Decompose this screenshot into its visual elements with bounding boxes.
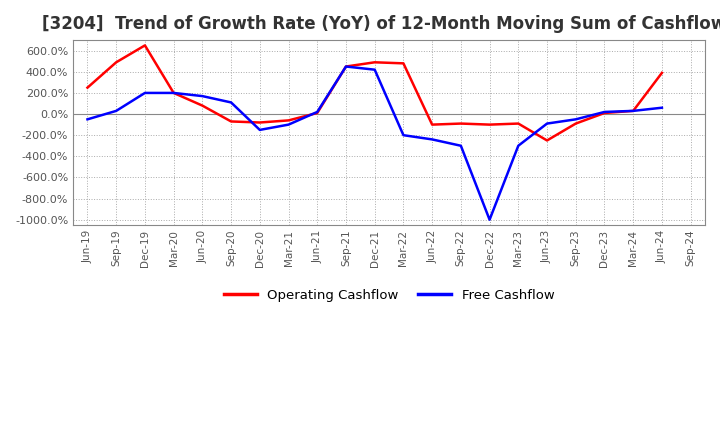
Operating Cashflow: [657, 70, 666, 76]
Operating Cashflow: [399, 61, 408, 66]
Free Cashflow: [112, 108, 120, 114]
Free Cashflow: [514, 143, 523, 148]
Free Cashflow: [370, 67, 379, 72]
Free Cashflow: [256, 127, 264, 132]
Free Cashflow: [284, 122, 293, 127]
Free Cashflow: [227, 100, 235, 105]
Operating Cashflow: [514, 121, 523, 126]
Free Cashflow: [629, 108, 637, 114]
Operating Cashflow: [629, 108, 637, 114]
Free Cashflow: [342, 64, 351, 69]
Operating Cashflow: [169, 90, 178, 95]
Free Cashflow: [456, 143, 465, 148]
Free Cashflow: [83, 117, 91, 122]
Free Cashflow: [600, 109, 609, 114]
Free Cashflow: [657, 105, 666, 110]
Free Cashflow: [140, 90, 149, 95]
Operating Cashflow: [428, 122, 436, 127]
Free Cashflow: [198, 93, 207, 99]
Line: Operating Cashflow: Operating Cashflow: [87, 45, 662, 140]
Operating Cashflow: [83, 85, 91, 90]
Free Cashflow: [399, 132, 408, 138]
Operating Cashflow: [227, 119, 235, 124]
Operating Cashflow: [572, 121, 580, 126]
Line: Free Cashflow: Free Cashflow: [87, 66, 662, 220]
Operating Cashflow: [485, 122, 494, 127]
Operating Cashflow: [198, 103, 207, 108]
Operating Cashflow: [256, 120, 264, 125]
Operating Cashflow: [370, 60, 379, 65]
Free Cashflow: [572, 117, 580, 122]
Operating Cashflow: [112, 60, 120, 65]
Operating Cashflow: [600, 110, 609, 116]
Free Cashflow: [169, 90, 178, 95]
Free Cashflow: [313, 109, 322, 114]
Free Cashflow: [428, 137, 436, 142]
Free Cashflow: [543, 121, 552, 126]
Operating Cashflow: [313, 110, 322, 116]
Operating Cashflow: [342, 64, 351, 69]
Operating Cashflow: [456, 121, 465, 126]
Legend: Operating Cashflow, Free Cashflow: Operating Cashflow, Free Cashflow: [218, 283, 560, 307]
Operating Cashflow: [140, 43, 149, 48]
Operating Cashflow: [543, 138, 552, 143]
Title: [3204]  Trend of Growth Rate (YoY) of 12-Month Moving Sum of Cashflows: [3204] Trend of Growth Rate (YoY) of 12-…: [42, 15, 720, 33]
Free Cashflow: [485, 217, 494, 222]
Operating Cashflow: [284, 118, 293, 123]
